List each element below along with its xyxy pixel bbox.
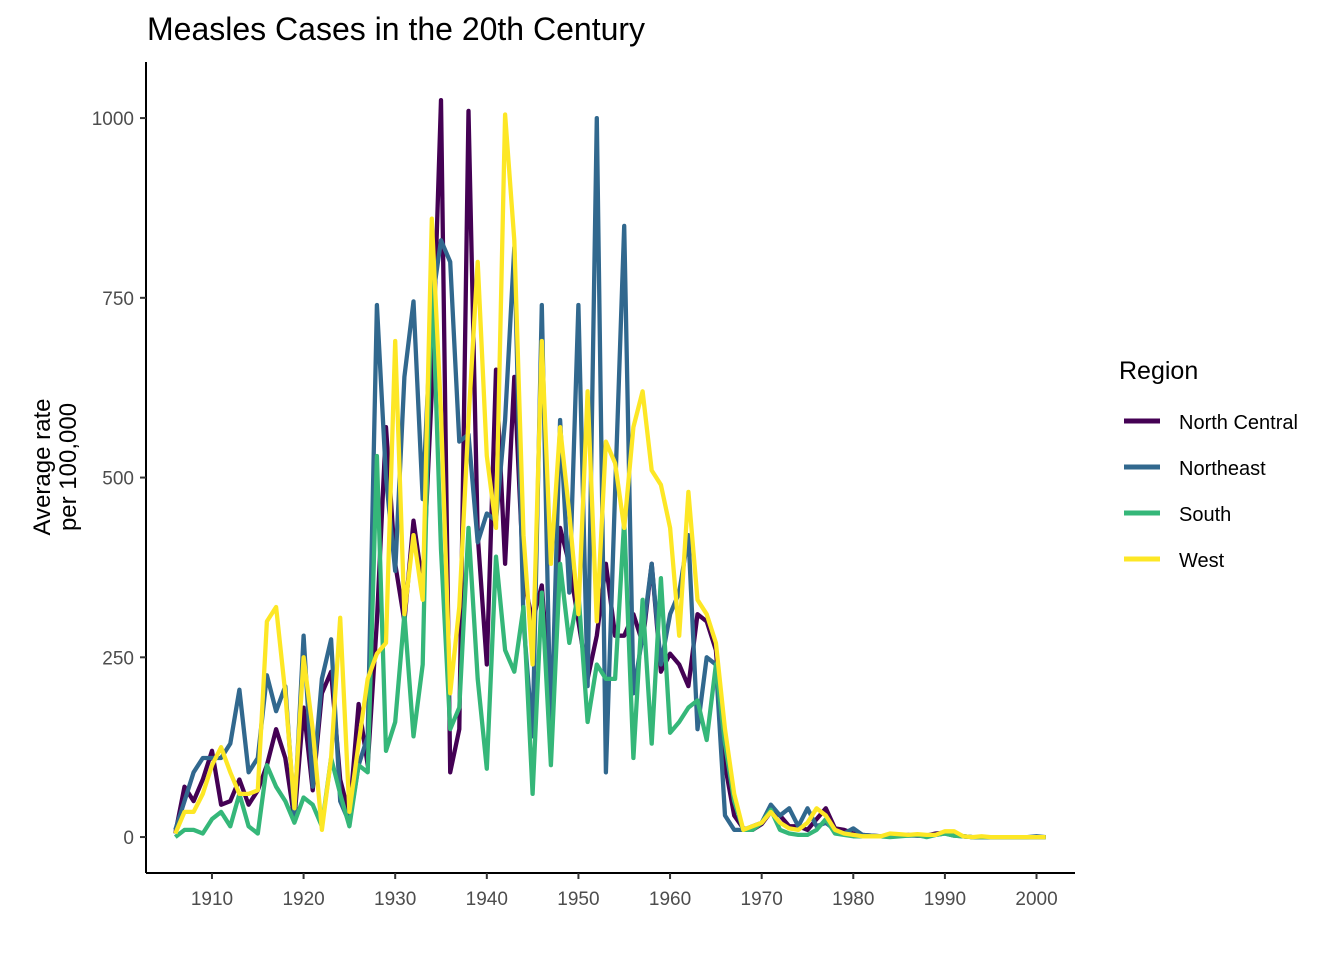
x-tick-label: 1960: [649, 889, 691, 910]
legend-label-north-central: North Central: [1179, 412, 1298, 434]
y-tick-label: 0: [123, 828, 134, 849]
series-line-west: [173, 112, 1046, 840]
y-tick-label: 750: [102, 289, 134, 310]
x-tick-label: 1970: [741, 889, 783, 910]
x-tick-label: 1980: [832, 889, 874, 910]
x-tick-label: 1950: [557, 889, 599, 910]
x-tick-label: 1910: [191, 889, 233, 910]
axes: [145, 62, 1075, 874]
x-tick-label: 1940: [466, 889, 508, 910]
legend-label-south: South: [1179, 504, 1231, 526]
series-line-north-central: [173, 97, 1046, 840]
y-tick-label: 1000: [92, 109, 134, 130]
x-tick-label: 1930: [374, 889, 416, 910]
legend-title: Region: [1119, 357, 1198, 385]
x-tick-label: 1920: [282, 889, 324, 910]
y-axis-title-line-1: Average rate: [29, 399, 56, 536]
legend-items: North Central Northeast South West: [1124, 412, 1298, 572]
y-tick-label: 250: [102, 648, 134, 669]
series-lines: [173, 97, 1046, 840]
legend-label-west: West: [1179, 550, 1225, 572]
y-tick-label: 500: [102, 469, 134, 490]
x-tick-label: 2000: [1015, 889, 1057, 910]
axis-ticks: 0 250 500 750 1000 1910 1920 1930 1940 1950 1960 19…: [92, 109, 1058, 910]
x-tick-label: 1990: [924, 889, 966, 910]
y-axis-title: Average rate per 100,000: [29, 399, 82, 536]
legend-label-northeast: Northeast: [1179, 458, 1266, 480]
series-line-south: [173, 266, 1046, 840]
y-axis-title-line-2: per 100,000: [55, 403, 82, 531]
legend: Region North Central Northeast South West: [1119, 357, 1298, 572]
chart-title: Measles Cases in the 20th Century: [147, 11, 645, 47]
